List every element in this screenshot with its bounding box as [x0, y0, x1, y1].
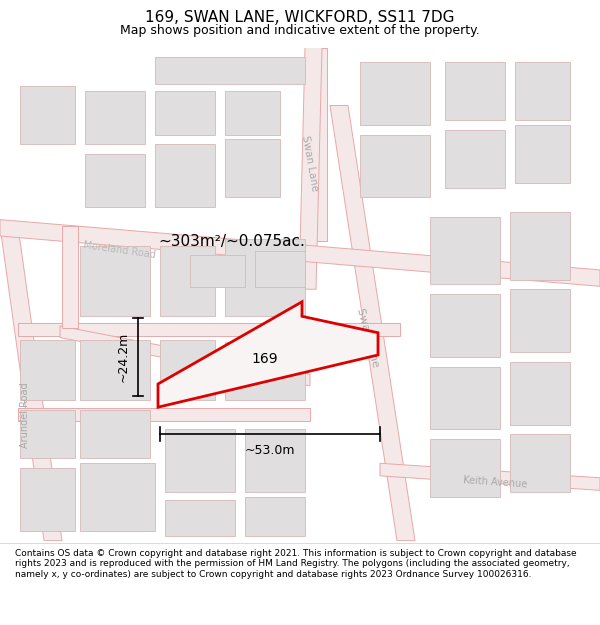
Polygon shape	[60, 326, 310, 386]
Polygon shape	[0, 226, 62, 541]
Polygon shape	[80, 246, 150, 316]
Polygon shape	[155, 57, 305, 84]
Polygon shape	[18, 323, 400, 336]
Polygon shape	[430, 294, 500, 357]
Polygon shape	[225, 139, 280, 198]
Text: 169: 169	[251, 352, 278, 366]
Polygon shape	[0, 219, 600, 286]
Polygon shape	[225, 91, 280, 134]
Text: Keith Avenue: Keith Avenue	[463, 476, 527, 490]
Polygon shape	[80, 339, 150, 401]
Polygon shape	[430, 217, 500, 284]
Text: Swan Lane: Swan Lane	[300, 135, 320, 192]
Polygon shape	[160, 339, 215, 401]
Text: Moreland Road: Moreland Road	[83, 241, 157, 261]
Polygon shape	[165, 429, 235, 493]
Polygon shape	[430, 367, 500, 429]
Polygon shape	[225, 342, 305, 401]
Text: ~24.2m: ~24.2m	[117, 332, 130, 382]
Polygon shape	[225, 239, 305, 316]
Polygon shape	[245, 497, 305, 536]
Text: 169, SWAN LANE, WICKFORD, SS11 7DG: 169, SWAN LANE, WICKFORD, SS11 7DG	[145, 11, 455, 26]
Polygon shape	[380, 463, 600, 491]
Polygon shape	[62, 226, 78, 328]
Polygon shape	[155, 144, 215, 207]
Polygon shape	[430, 439, 500, 497]
Polygon shape	[85, 154, 145, 207]
Polygon shape	[80, 463, 155, 531]
Polygon shape	[255, 251, 305, 288]
Text: ~53.0m: ~53.0m	[245, 444, 295, 457]
Polygon shape	[310, 48, 327, 241]
Polygon shape	[165, 500, 235, 536]
Polygon shape	[330, 106, 415, 541]
Polygon shape	[510, 212, 570, 279]
Text: Contains OS data © Crown copyright and database right 2021. This information is : Contains OS data © Crown copyright and d…	[15, 549, 577, 579]
Polygon shape	[445, 129, 505, 188]
Polygon shape	[360, 134, 430, 198]
Polygon shape	[510, 289, 570, 352]
Polygon shape	[515, 62, 570, 120]
Polygon shape	[155, 91, 215, 134]
Polygon shape	[20, 410, 75, 459]
Polygon shape	[20, 86, 75, 144]
Polygon shape	[510, 434, 570, 492]
Polygon shape	[515, 125, 570, 183]
Polygon shape	[445, 62, 505, 120]
Polygon shape	[360, 62, 430, 125]
Text: Map shows position and indicative extent of the property.: Map shows position and indicative extent…	[120, 24, 480, 37]
Polygon shape	[80, 410, 150, 459]
Polygon shape	[510, 362, 570, 424]
Polygon shape	[299, 48, 322, 289]
Polygon shape	[160, 246, 215, 316]
Polygon shape	[245, 429, 305, 493]
Polygon shape	[85, 91, 145, 144]
Polygon shape	[20, 341, 75, 401]
Polygon shape	[190, 256, 245, 288]
Text: ~303m²/~0.075ac.: ~303m²/~0.075ac.	[158, 234, 305, 249]
Text: Swan Lane: Swan Lane	[355, 307, 381, 368]
Text: Arundel Road: Arundel Road	[20, 382, 30, 448]
Polygon shape	[158, 302, 378, 408]
Polygon shape	[20, 468, 75, 531]
Polygon shape	[18, 408, 310, 421]
